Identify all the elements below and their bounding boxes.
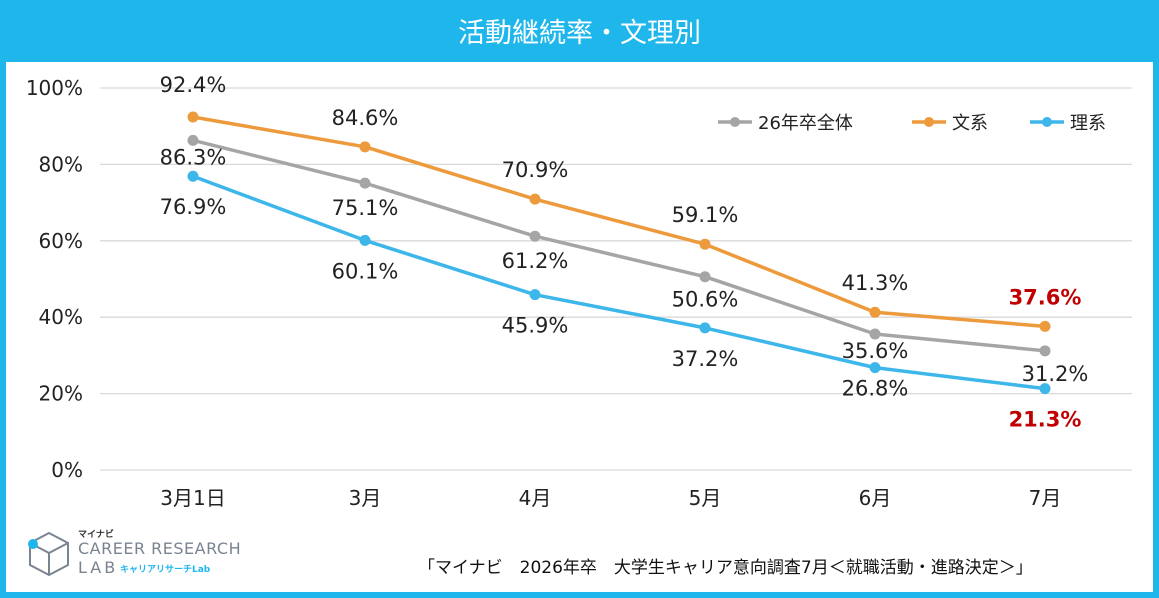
data-point [1039,345,1051,357]
data-point [1039,383,1051,395]
x-tick-label: 3月 [349,486,382,510]
data-point [699,238,711,250]
x-tick-label: 6月 [859,486,892,510]
legend-marker [924,117,934,127]
data-label: 26.8% [842,377,909,401]
data-label: 37.2% [672,347,739,371]
logo-sub-text: キャリアリサーチLab [120,565,211,575]
y-tick-label: 80% [39,152,83,176]
series-line [192,174,1046,391]
y-tick-label: 40% [39,305,83,329]
y-tick-label: 100% [26,76,83,100]
data-label: 61.2% [502,249,569,273]
data-label: 70.9% [502,158,569,182]
data-point [529,230,541,242]
data-point [869,328,881,340]
data-label: 21.3% [1009,408,1082,432]
data-point [359,141,371,153]
legend-label: 26年卒全体 [758,113,853,134]
data-label: 31.2% [1022,362,1089,386]
logo-lab-text: LAB [78,558,119,577]
data-point [529,193,541,205]
data-label: 92.4% [160,73,227,97]
legend-marker [730,117,740,127]
data-label: 45.9% [502,314,569,338]
data-label: 41.3% [842,271,909,295]
data-point [869,306,881,318]
data-point [187,111,199,123]
legend-label: 理系 [1070,113,1106,134]
data-label: 50.6% [672,288,739,312]
data-point [699,271,711,283]
legend-label: 文系 [952,113,988,134]
data-label: 84.6% [332,106,399,130]
x-tick-label: 4月 [519,486,552,510]
data-point [187,170,199,182]
chart-title: 活動継続率・文理別 [6,6,1153,62]
logo-main-text: CAREER RESEARCH [78,539,242,558]
x-tick-label: 5月 [689,486,722,510]
y-tick-label: 0% [51,458,83,482]
x-tick-label: 3月1日 [160,486,225,510]
data-label: 60.1% [332,259,399,283]
y-tick-label: 60% [39,229,83,253]
career-research-lab-logo: マイナビ CAREER RESEARCH LAB キャリアリサーチLab [24,527,244,579]
data-point [869,362,881,374]
series-line [192,115,1046,329]
legend-marker [1042,117,1052,127]
data-label: 76.9% [160,195,227,219]
data-point [1039,320,1051,332]
x-tick-label: 7月 [1029,486,1062,510]
series-line [192,138,1046,353]
data-point [359,177,371,189]
data-label: 86.3% [160,145,227,169]
data-point [187,134,199,146]
data-label: 35.6% [842,339,909,363]
data-label: 75.1% [332,196,399,220]
data-label: 59.1% [672,203,739,227]
data-point [359,234,371,246]
data-label: 37.6% [1009,285,1082,309]
cube-logo-icon [28,531,69,577]
source-note: 「マイナビ 2026年卒 大学生キャリア意向調査7月＜就職活動・進路決定＞」 [418,558,1033,578]
y-tick-label: 20% [39,382,83,406]
data-point [529,289,541,301]
data-point [699,322,711,334]
logo-brand-small: マイナビ [78,530,114,540]
